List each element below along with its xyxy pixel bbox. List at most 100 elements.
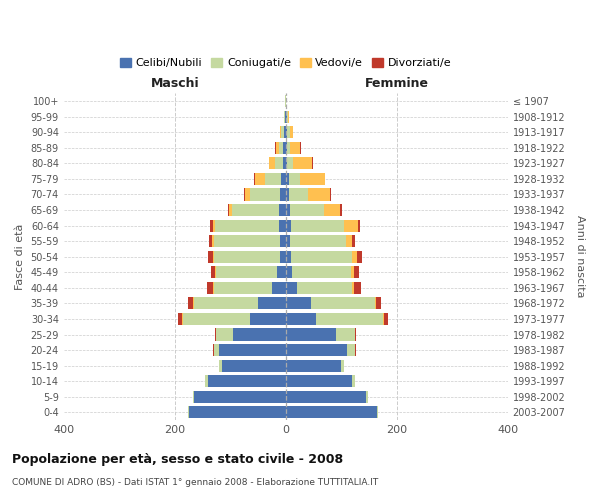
Bar xyxy=(286,188,308,200)
Bar xyxy=(245,188,286,200)
Bar xyxy=(286,188,331,200)
Bar xyxy=(286,406,379,418)
Bar xyxy=(286,360,344,372)
Bar xyxy=(281,126,286,138)
Bar xyxy=(255,173,286,185)
Bar xyxy=(205,375,286,388)
Bar xyxy=(286,328,355,340)
Bar xyxy=(286,235,355,247)
Bar xyxy=(284,126,286,138)
Bar xyxy=(280,188,286,200)
Bar xyxy=(228,204,286,216)
Bar xyxy=(215,220,286,232)
Bar xyxy=(286,235,352,247)
Bar xyxy=(265,173,286,185)
Legend: Celibi/Nubili, Coniugati/e, Vedovi/e, Divorziati/e: Celibi/Nubili, Coniugati/e, Vedovi/e, Di… xyxy=(116,53,456,72)
Bar xyxy=(213,344,286,356)
Bar xyxy=(280,126,286,138)
Bar xyxy=(250,313,286,325)
Bar xyxy=(286,344,355,356)
Bar xyxy=(286,298,381,310)
Bar xyxy=(286,173,289,185)
Bar xyxy=(286,173,325,185)
Bar xyxy=(286,298,374,310)
Bar xyxy=(276,142,286,154)
Bar xyxy=(219,344,286,356)
Bar xyxy=(286,313,388,325)
Bar xyxy=(188,406,286,418)
Bar xyxy=(286,204,323,216)
Bar xyxy=(286,188,330,200)
Bar xyxy=(212,282,286,294)
Text: Femmine: Femmine xyxy=(365,77,429,90)
Bar xyxy=(214,344,286,356)
Bar xyxy=(286,344,347,356)
Bar xyxy=(286,344,356,356)
Y-axis label: Fasce di età: Fasce di età xyxy=(15,224,25,290)
Bar xyxy=(286,406,379,418)
Bar xyxy=(286,220,292,232)
Bar xyxy=(215,328,286,340)
Bar xyxy=(286,142,287,154)
Bar xyxy=(286,313,384,325)
Bar xyxy=(193,390,286,403)
Bar xyxy=(284,110,286,123)
Bar xyxy=(219,360,286,372)
Bar xyxy=(280,250,286,263)
Bar xyxy=(279,220,286,232)
Bar xyxy=(233,328,286,340)
Bar xyxy=(286,406,377,418)
Bar xyxy=(208,375,286,388)
Bar xyxy=(286,328,336,340)
Bar xyxy=(283,142,286,154)
Bar xyxy=(194,390,286,403)
Bar xyxy=(212,235,286,247)
Bar xyxy=(286,142,290,154)
Bar xyxy=(286,158,287,170)
Bar xyxy=(229,204,286,216)
Bar xyxy=(232,204,286,216)
Bar xyxy=(217,328,286,340)
Bar xyxy=(286,313,316,325)
Bar xyxy=(286,220,358,232)
Bar xyxy=(286,390,368,403)
Bar xyxy=(278,142,286,154)
Bar xyxy=(286,110,289,123)
Bar xyxy=(194,298,286,310)
Bar xyxy=(269,158,286,170)
Bar xyxy=(188,298,286,310)
Bar xyxy=(286,298,311,310)
Bar xyxy=(178,313,286,325)
Bar xyxy=(244,188,286,200)
Bar xyxy=(284,110,286,123)
Bar xyxy=(286,110,287,123)
Bar xyxy=(211,266,286,278)
Bar xyxy=(286,390,368,403)
Bar xyxy=(286,390,368,403)
Bar xyxy=(286,375,355,388)
Y-axis label: Anni di nascita: Anni di nascita xyxy=(575,216,585,298)
Bar xyxy=(214,250,286,263)
Bar xyxy=(269,158,286,170)
Bar xyxy=(286,142,301,154)
Bar xyxy=(283,158,286,170)
Bar xyxy=(277,266,286,278)
Bar xyxy=(286,173,299,185)
Bar xyxy=(286,235,346,247)
Bar xyxy=(183,313,286,325)
Bar xyxy=(205,375,286,388)
Bar xyxy=(286,220,344,232)
Bar xyxy=(222,360,286,372)
Bar xyxy=(286,282,361,294)
Bar xyxy=(214,282,286,294)
Bar xyxy=(188,406,286,418)
Bar xyxy=(188,406,286,418)
Bar xyxy=(286,110,288,123)
Bar xyxy=(286,328,356,340)
Bar xyxy=(215,266,286,278)
Bar xyxy=(286,158,313,170)
Bar xyxy=(286,266,292,278)
Bar xyxy=(286,250,357,263)
Bar xyxy=(275,158,286,170)
Bar xyxy=(182,313,286,325)
